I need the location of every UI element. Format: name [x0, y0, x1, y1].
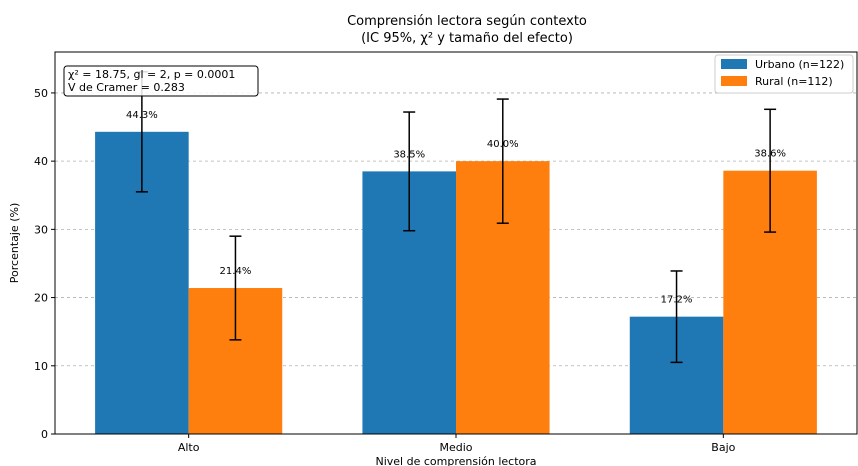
stats-annotation: χ² = 18.75, gl = 2, p = 0.0001 V de Cram… [63, 65, 259, 97]
legend-label-urbano: Urbano (n=122) [755, 58, 844, 71]
y-tick-label: 20 [34, 292, 48, 305]
bars [95, 131, 817, 434]
y-tick-label: 0 [41, 428, 48, 441]
data-label: 38.5% [393, 149, 425, 160]
data-label: 38.6% [754, 149, 786, 160]
y-tick-label: 40 [34, 155, 48, 168]
legend-label-rural: Rural (n=112) [755, 75, 833, 88]
x-tick-label: Alto [178, 441, 200, 454]
x-axis: Alto Medio Bajo [178, 434, 736, 454]
chart-subtitle: (IC 95%, χ² y tamaño del efecto) [361, 31, 573, 46]
chart-title: Comprensión lectora según contexto [347, 14, 587, 29]
legend-box [714, 54, 854, 94]
data-label: 17.2% [661, 295, 693, 306]
legend-swatch-rural [721, 76, 747, 86]
stats-line-1: χ² = 18.75, gl = 2, p = 0.0001 [68, 68, 235, 81]
y-axis-label: Porcentaje (%) [8, 203, 21, 283]
legend-swatch-urbano [721, 59, 747, 69]
y-tick-label: 10 [34, 360, 48, 373]
x-axis-label: Nivel de comprensión lectora [375, 455, 536, 466]
data-label: 44.3% [126, 110, 158, 121]
data-labels: 44.3% 21.4% 38.5% 40.0% 17.2% 38.6% [126, 110, 786, 306]
data-label: 40.0% [487, 139, 519, 150]
legend: Urbano (n=122) Rural (n=112) [714, 54, 854, 94]
x-tick-label: Bajo [711, 441, 735, 454]
stats-line-2: V de Cramer = 0.283 [68, 81, 185, 94]
data-label: 21.4% [220, 266, 252, 277]
stats-box [63, 65, 259, 97]
y-tick-label: 30 [34, 223, 48, 236]
x-tick-label: Medio [439, 441, 472, 454]
y-axis: 0 10 20 30 40 50 [34, 87, 55, 441]
y-tick-label: 50 [34, 87, 48, 100]
